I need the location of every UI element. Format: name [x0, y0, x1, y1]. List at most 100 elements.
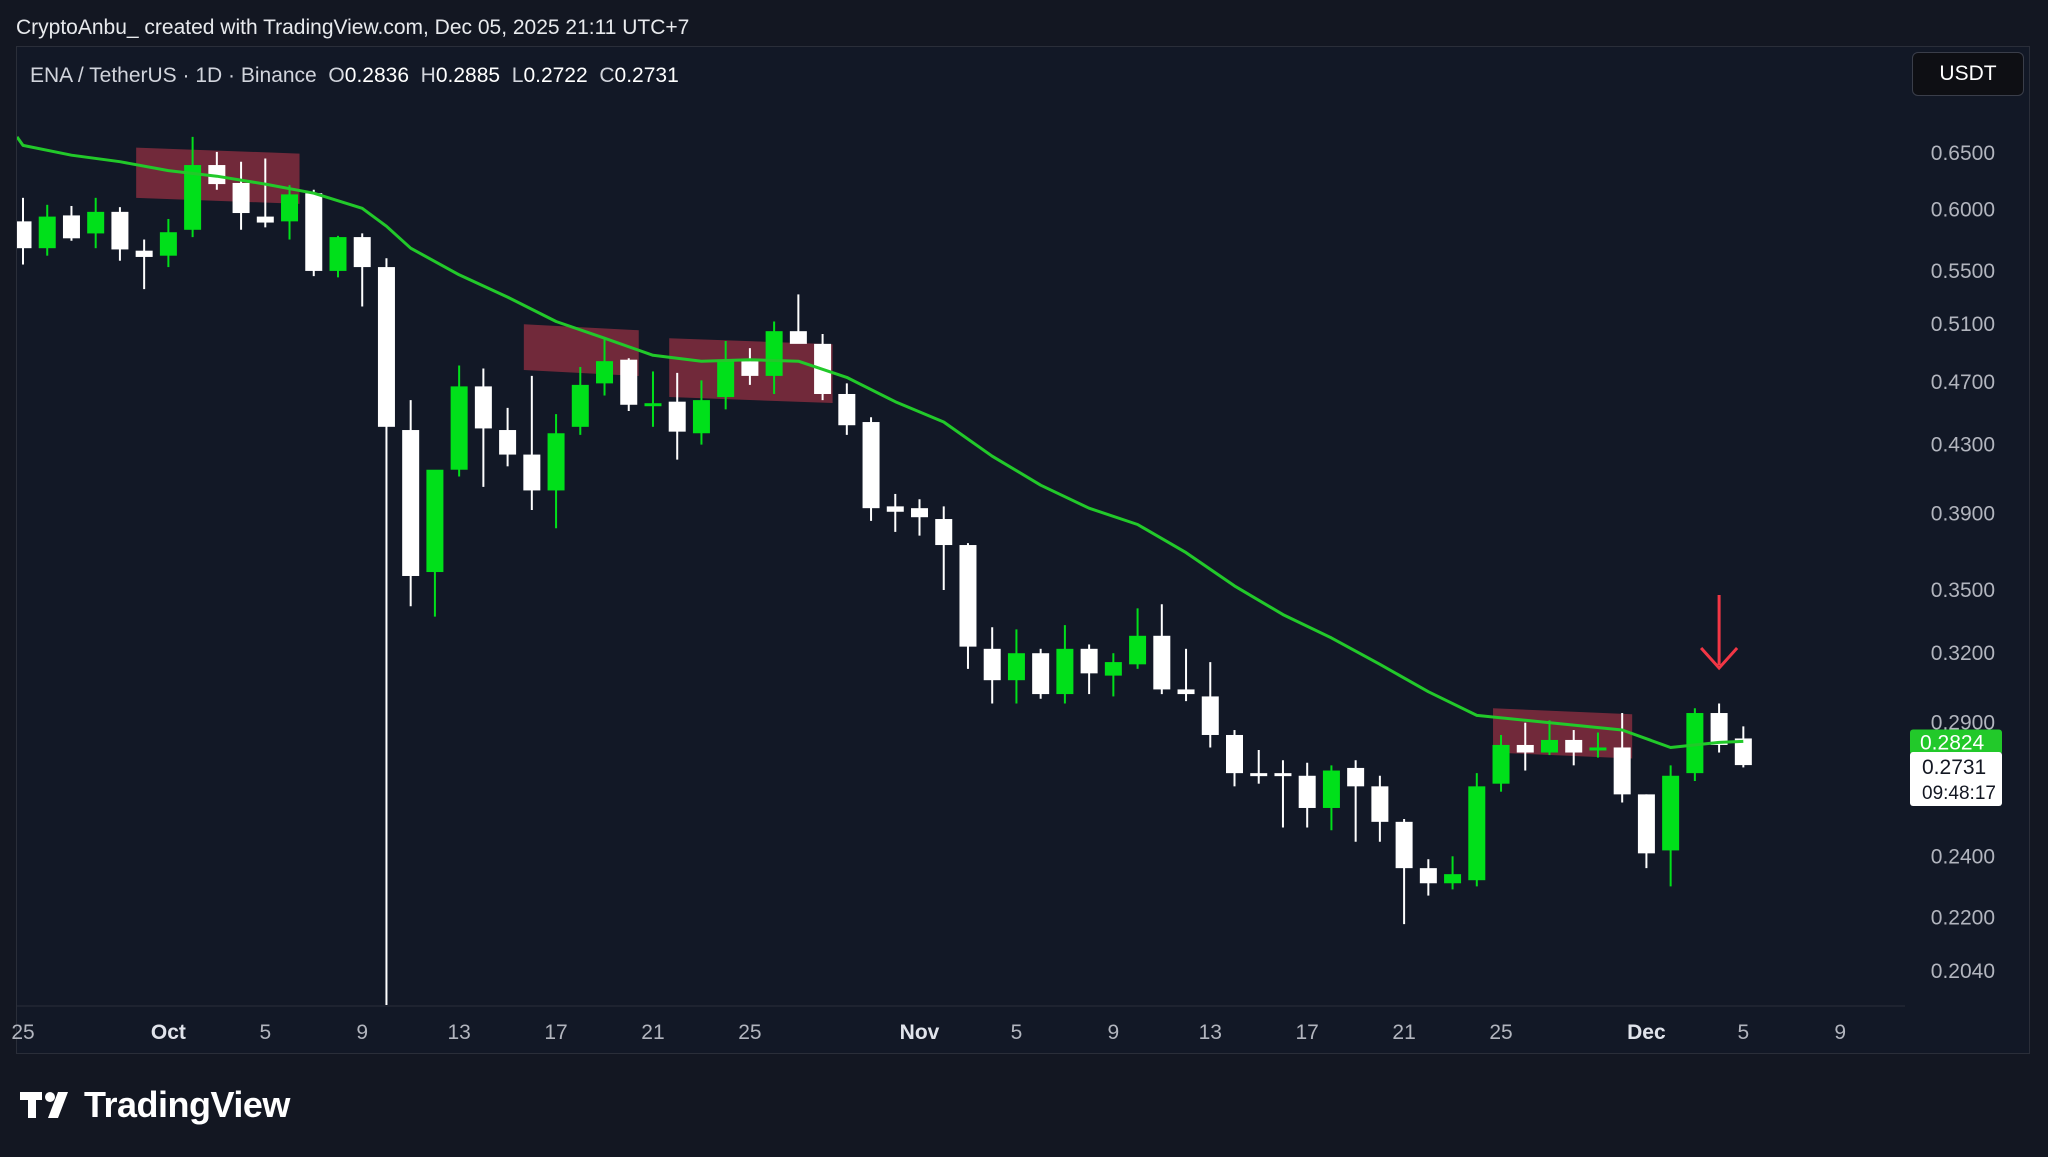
attribution-header: CryptoAnbu_ created with TradingView.com…: [16, 16, 690, 39]
candle-body: [1444, 874, 1462, 884]
candle-body: [620, 359, 638, 405]
candle-body: [692, 400, 710, 434]
candle-body: [1516, 744, 1534, 753]
candle: [1201, 662, 1219, 748]
candle-body: [135, 250, 153, 257]
tradingview-logo[interactable]: TradingView: [20, 1084, 290, 1126]
candle-body: [232, 182, 250, 214]
time-axis-label: 21: [1392, 1021, 1415, 1044]
candle-body: [523, 454, 541, 491]
candle-body: [1298, 775, 1316, 808]
candle: [17, 197, 32, 265]
candle-body: [1492, 744, 1510, 784]
candle: [1540, 720, 1558, 756]
low-value: 0.2722: [523, 64, 588, 87]
candle: [1177, 648, 1195, 702]
candle: [1468, 773, 1486, 887]
candle-body: [499, 430, 517, 455]
candle: [87, 197, 105, 249]
candle: [377, 258, 395, 1005]
price-axis-label: 0.2040: [1931, 960, 1995, 983]
price-axis-label: 0.2900: [1931, 712, 1995, 735]
last-price-tag: [1910, 752, 2002, 806]
chart-pane[interactable]: [16, 46, 2030, 1054]
candle: [1298, 762, 1316, 828]
candle-body: [329, 237, 347, 271]
candle: [1371, 775, 1389, 842]
candle: [474, 368, 492, 487]
candle: [353, 233, 371, 307]
time-axis-label: 25: [738, 1021, 761, 1044]
ema-price-value: 0.2824: [1920, 731, 1985, 754]
resistance-zone: [1493, 708, 1633, 759]
candle: [499, 407, 517, 467]
candle-body: [862, 422, 880, 509]
candle-body: [1710, 713, 1728, 745]
candle: [232, 161, 250, 230]
time-axis-label: Dec: [1627, 1021, 1666, 1044]
candle-body: [571, 384, 589, 427]
candle-body: [1662, 775, 1680, 851]
last-price-value: 0.2731: [1922, 756, 1986, 779]
time-axis-label: 5: [1737, 1021, 1749, 1044]
candle: [135, 239, 153, 290]
candle: [620, 358, 638, 411]
candle-body: [1419, 868, 1437, 884]
candle: [789, 294, 807, 344]
candle: [1226, 730, 1243, 787]
candle: [571, 367, 589, 435]
candle: [62, 205, 80, 241]
price-axis-label: 0.3500: [1931, 579, 1995, 602]
candle: [644, 371, 662, 427]
candle-body: [1540, 739, 1558, 753]
candle: [402, 400, 420, 607]
candle-body: [1565, 739, 1583, 753]
candle: [159, 218, 177, 268]
price-axis-label: 0.2400: [1931, 845, 1995, 868]
candle: [38, 204, 56, 256]
candle-body: [1468, 786, 1486, 881]
candle: [1032, 648, 1050, 699]
candle-body: [765, 331, 783, 376]
candle-body: [402, 430, 420, 576]
candle-body: [38, 216, 56, 249]
down-arrow-marker: [1699, 595, 1739, 671]
candle: [1322, 765, 1340, 831]
candle: [1274, 760, 1292, 828]
candle-body: [1250, 773, 1268, 777]
time-axis-label: 17: [544, 1021, 567, 1044]
time-axis-label: 5: [259, 1021, 271, 1044]
time-axis-label: 13: [447, 1021, 470, 1044]
candle: [1007, 629, 1025, 704]
candle: [959, 543, 977, 669]
candle-body: [1104, 662, 1122, 676]
candle: [1710, 703, 1728, 753]
candle: [1516, 722, 1534, 771]
price-axis-label: 0.5500: [1931, 260, 1995, 283]
candle: [596, 338, 614, 396]
ema-price-tag: [1910, 729, 2002, 755]
candle-body: [426, 469, 444, 573]
candle-body: [717, 359, 735, 398]
candle-body: [353, 237, 371, 268]
symbol-legend: ENA / TetherUS · 1D · Binance O0.2836 H0…: [30, 64, 679, 88]
time-axis-label: 21: [641, 1021, 664, 1044]
candle-body: [305, 193, 323, 271]
candle-body: [1347, 767, 1365, 787]
candle-body: [644, 403, 662, 407]
candle-body: [1226, 734, 1243, 774]
candle: [886, 493, 904, 532]
candle: [1662, 765, 1680, 887]
candle-body: [1177, 689, 1195, 695]
candle: [1492, 734, 1510, 792]
candle-body: [935, 519, 953, 546]
candle-body: [1056, 648, 1074, 695]
candle-body: [1686, 713, 1704, 774]
candle-body: [959, 545, 977, 647]
candle-body: [281, 194, 299, 222]
candle-body: [450, 386, 468, 470]
candle-body: [789, 331, 807, 344]
currency-button[interactable]: USDT: [1912, 52, 2024, 96]
candle: [1613, 713, 1631, 803]
